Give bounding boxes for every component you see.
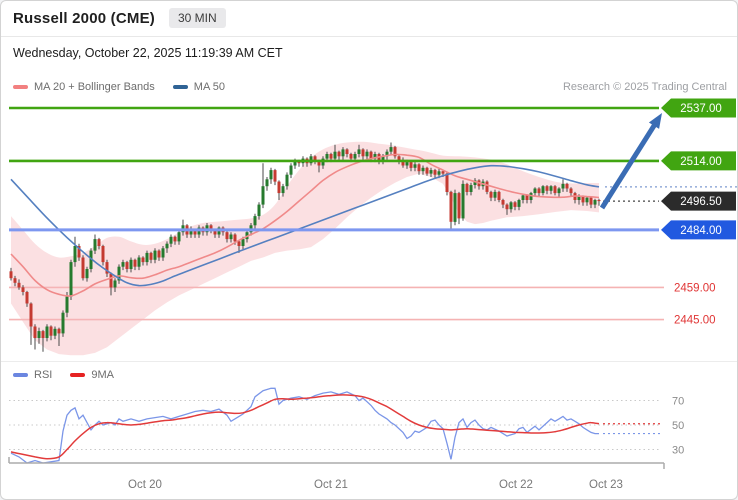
- timestamp: Wednesday, October 22, 2025 11:19:39 AM …: [13, 46, 283, 61]
- rsi-9ma-swatch-icon: [70, 373, 86, 377]
- bullish-arrow-head-icon: [648, 113, 662, 129]
- level-label-2445.00: 2445.00: [674, 315, 716, 327]
- time-axis-label-oct-22: Oct 22: [499, 479, 533, 491]
- legend-item-9ma: 9MA: [70, 369, 114, 381]
- price-tag-label-2496.50: 2496.50: [680, 196, 722, 208]
- rsi-line: [10, 387, 599, 464]
- time-axis-label-oct-20: Oct 20: [128, 479, 162, 491]
- research-watermark: Research © 2025 Trading Central: [562, 81, 727, 93]
- rsi-grid-label-50: 50: [672, 420, 684, 432]
- rsi-grid-label-70: 70: [672, 396, 684, 408]
- chart-header: Russell 2000 (CME) 30 MIN: [1, 1, 737, 38]
- time-axis-label-oct-21: Oct 21: [314, 479, 348, 491]
- price-tag-2514.00: [661, 151, 736, 171]
- legend-item-rsi: RSI: [13, 369, 52, 381]
- ma20-swatch-icon: [13, 85, 28, 89]
- main-chart-legend: MA 20 + Bollinger Bands MA 50: [13, 81, 225, 93]
- ma20-line: [10, 153, 600, 297]
- level-label-2459.00: 2459.00: [674, 282, 716, 294]
- rsi-9ma-line: [10, 394, 600, 460]
- instrument-title: Russell 2000 (CME): [13, 9, 155, 27]
- legend-label-9ma: 9MA: [91, 369, 114, 381]
- legend-item-ma20-bollinger: MA 20 + Bollinger Bands: [13, 81, 155, 93]
- price-tag-2484.00: [661, 220, 736, 240]
- legend-label-rsi: RSI: [34, 369, 53, 381]
- legend-label-ma50: MA 50: [193, 81, 225, 93]
- price-tag-2496.50: [661, 191, 736, 211]
- rsi-legend: RSI 9MA: [13, 369, 114, 381]
- rsi-grid-label-30: 30: [672, 445, 684, 457]
- timeframe-badge: 30 MIN: [168, 8, 226, 29]
- price-tag-label-2537.00: 2537.00: [680, 103, 722, 115]
- price-tag-2537.00: [661, 98, 736, 118]
- legend-item-ma50: MA 50: [172, 81, 225, 93]
- rsi-swatch-icon: [13, 373, 28, 377]
- time-axis-label-oct-23: Oct 23: [589, 479, 623, 491]
- price-tag-label-2514.00: 2514.00: [680, 156, 722, 168]
- ma50-swatch-icon: [172, 85, 188, 89]
- price-tag-label-2484.00: 2484.00: [680, 225, 722, 237]
- legend-label-ma20: MA 20 + Bollinger Bands: [34, 81, 155, 93]
- ma50-line: [10, 164, 600, 287]
- bullish-arrow-shaft: [599, 120, 659, 210]
